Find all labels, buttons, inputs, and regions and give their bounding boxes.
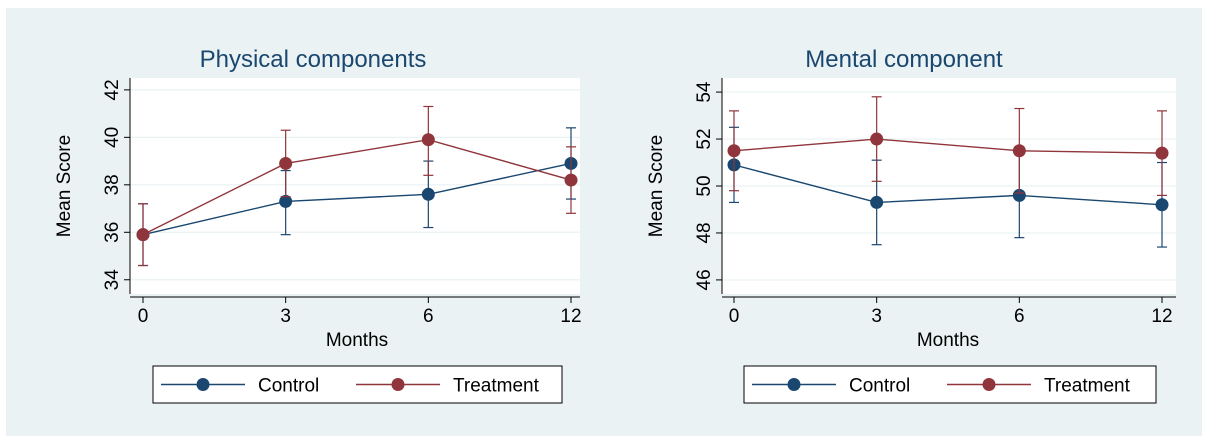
x-tick-label: 12: [1151, 306, 1172, 327]
y-tick-label: 48: [694, 222, 715, 243]
data-point: [1155, 146, 1169, 160]
y-tick-label: 46: [694, 269, 715, 290]
series-treatment: [727, 96, 1169, 196]
x-tick-label: 12: [560, 306, 581, 327]
data-point: [421, 187, 435, 201]
y-tick-label: 38: [102, 174, 123, 195]
x-axis-title: Months: [917, 330, 979, 351]
chart-title: Mental component: [805, 46, 1003, 73]
chart-title: Physical components: [200, 46, 427, 73]
y-tick-label: 42: [102, 79, 123, 100]
plot-area: [130, 78, 580, 294]
legend-label: Control: [849, 376, 910, 397]
data-point: [421, 133, 435, 147]
x-tick-label: 3: [871, 306, 882, 327]
x-tick-label: 3: [280, 306, 291, 327]
y-tick-label: 52: [694, 128, 715, 149]
y-tick-label: 50: [694, 175, 715, 196]
x-tick-label: 6: [1014, 306, 1025, 327]
legend-marker: [787, 378, 801, 391]
legend-label: Treatment: [453, 376, 540, 397]
y-tick-label: 34: [102, 269, 123, 291]
legend-label: Treatment: [1044, 376, 1131, 397]
series-treatment: [136, 105, 578, 267]
legend-marker: [391, 378, 405, 391]
data-point: [279, 156, 293, 170]
data-point: [136, 228, 150, 242]
x-axis-title: Months: [326, 330, 388, 351]
data-point: [1155, 198, 1169, 212]
legend-marker: [196, 378, 210, 391]
legend: Control Treatment: [743, 365, 1157, 404]
series-line: [733, 138, 1163, 154]
data-point: [279, 194, 293, 208]
data-point: [564, 173, 578, 187]
x-tick-label: 6: [423, 306, 434, 327]
chart-panel-2: 46 48 50 52 54 0 3 6 12 Months Mean Score Mental co…: [646, 46, 1176, 404]
legend-marker: [982, 378, 996, 391]
data-point: [1012, 144, 1026, 158]
legend-label: Control: [258, 376, 319, 397]
y-axis-title: Mean Score: [54, 135, 75, 237]
series-line: [733, 164, 1163, 206]
data-point: [1012, 188, 1026, 202]
series-line: [142, 138, 572, 236]
y-tick-label: 54: [694, 81, 715, 103]
x-tick-label: 0: [138, 306, 149, 327]
figure: 34 36 38 40 42 0 3 6 12 Months Mean Score Physical …: [6, 8, 1202, 436]
data-point: [870, 132, 884, 146]
data-point: [870, 195, 884, 209]
y-tick-label: 40: [102, 127, 123, 148]
series-line: [142, 162, 572, 236]
data-point: [727, 144, 741, 158]
legend: Control Treatment: [152, 365, 563, 404]
y-axis-title: Mean Score: [646, 135, 667, 237]
y-tick-label: 36: [102, 222, 123, 243]
x-tick-label: 0: [729, 306, 740, 327]
